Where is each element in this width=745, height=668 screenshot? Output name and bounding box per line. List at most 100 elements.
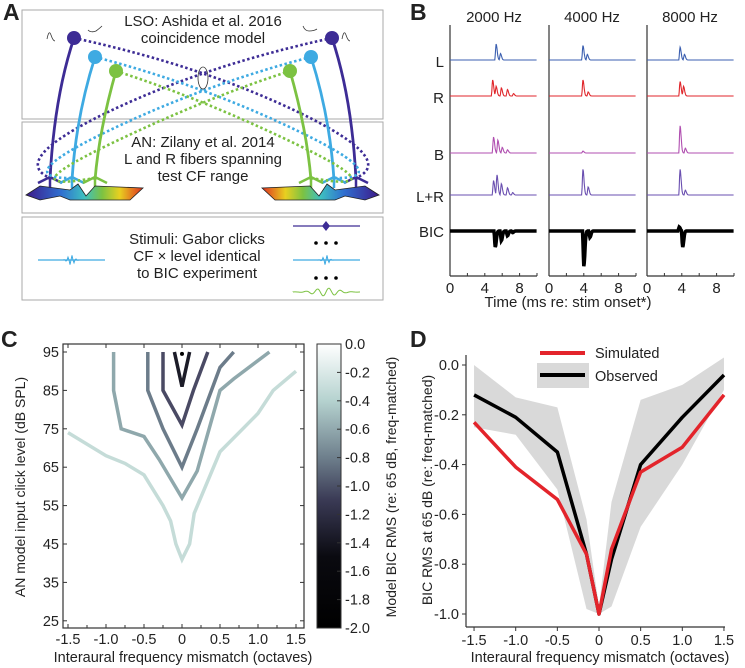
trace-b-4000hz: [549, 150, 636, 154]
trace-r-2000hz: [450, 79, 537, 97]
trace-b-2000hz: [450, 136, 537, 155]
soma-green-left: [109, 64, 123, 78]
x-tick-label: 4: [678, 280, 686, 297]
ellipsis-dot: [334, 276, 338, 280]
y-tick-label: -1.0: [434, 607, 459, 623]
x-tick-label: 1.0: [248, 632, 268, 648]
y-tick-label: 0.0: [439, 358, 459, 374]
axon-cyan-left: [70, 56, 97, 181]
column-title-8000: 8000 Hz: [662, 9, 718, 26]
x-tick-label: 8: [614, 280, 622, 297]
y-tick-label: 95: [43, 345, 59, 361]
panel-label-c: C: [1, 326, 18, 352]
trace-lr-2000hz: [450, 174, 537, 197]
x-tick-label: 1.5: [714, 633, 734, 649]
x-tick-label: -1.0: [503, 633, 528, 649]
panel-label-d: D: [410, 326, 427, 352]
ellipsis-dot: [324, 276, 328, 280]
panel-c-xlabel: Interaural frequency mismatch (octaves): [54, 650, 313, 666]
lso-subtitle: coincidence model: [141, 30, 265, 47]
basilar-membrane-left: [25, 183, 144, 201]
trace-bic-8000hz: [647, 224, 734, 248]
trace-lr-8000hz: [647, 169, 734, 196]
observed-confidence-band: [474, 357, 724, 614]
row-label-bic: BIC: [419, 224, 444, 241]
row-label-lr: L+R: [416, 189, 444, 206]
colorbar-tick-label: -0.4: [345, 394, 370, 410]
x-tick-label: 8: [712, 280, 720, 297]
axon-purple-right: [330, 37, 358, 181]
colorbar-label: Model BIC RMS (re: 65 dB, freq-matched): [383, 357, 399, 618]
y-tick-label: 55: [43, 499, 59, 515]
y-tick-label: 35: [43, 575, 59, 591]
contour-line: [67, 369, 298, 564]
crossing-fiber-cyan-right: [45, 55, 312, 180]
stimuli-title: Stimuli: Gabor clicks: [129, 231, 265, 248]
trace-l-2000hz: [450, 43, 537, 61]
crossing-fiber-cyan-left: [94, 55, 361, 180]
y-tick-label: -0.8: [434, 557, 459, 573]
an-box: [21, 121, 384, 214]
row-label-b: B: [434, 147, 444, 164]
x-tick-label: 0: [446, 280, 454, 297]
panel-c-ylabel: AN model input click level (dB SPL): [12, 377, 28, 597]
legend-observed-label: Observed: [595, 369, 658, 385]
an-line-2: L and R fibers spanning: [124, 151, 282, 168]
colorbar-tick-label: -2.0: [345, 621, 370, 637]
basilar-membrane-right: [261, 183, 380, 201]
y-tick-label: 25: [43, 614, 59, 630]
y-tick-label: -0.2: [434, 408, 459, 424]
x-tick-label: 0: [643, 280, 651, 297]
panel-label-b: B: [410, 0, 427, 25]
soma-purple-right: [325, 31, 339, 45]
x-tick-label: 1.0: [672, 633, 692, 649]
row-label-r: R: [433, 90, 444, 107]
x-tick-label: 4: [481, 280, 489, 297]
x-tick-label: 0: [545, 280, 553, 297]
x-tick-label: -1.5: [462, 633, 487, 649]
y-tick-label: 45: [43, 537, 59, 553]
stimuli-line-2: CF × level identical: [133, 248, 260, 265]
y-tick-label: 65: [43, 460, 59, 476]
panel-c-contour: -1.5 -1.0 -0.5 0 0.5 1.0 1.5 25 35 45 55 65 75 85 95 0…: [12, 337, 399, 666]
axon-green-right: [288, 70, 313, 181]
trace-bic-4000hz: [549, 229, 636, 267]
inhibition-icon-left: [87, 25, 103, 33]
colorbar-tick-label: -1.0: [345, 479, 370, 495]
gabor-click-icon-high: [322, 221, 330, 231]
y-tick-label: 75: [43, 422, 59, 438]
gabor-click-icon-left: [61, 255, 81, 265]
x-tick-label: 0.5: [210, 632, 230, 648]
spike-icon-left: [46, 32, 56, 42]
column-title-2000: 2000 Hz: [466, 9, 522, 26]
lso-title: LSO: Ashida et al. 2016: [124, 13, 282, 30]
colorbar-tick-label: 0.0: [345, 337, 365, 353]
axon-green-left: [93, 70, 118, 181]
gabor-click-icon-low: [292, 287, 361, 297]
column-title-4000: 4000 Hz: [564, 9, 620, 26]
colorbar-tick-label: -1.4: [345, 536, 370, 552]
legend-simulated-label: Simulated: [595, 346, 659, 362]
x-tick-label: 0: [595, 633, 603, 649]
contour-line: [111, 350, 271, 502]
trace-bic-2000hz: [450, 229, 537, 248]
axon-cyan-right: [309, 56, 336, 181]
panel-d-line-chart: -1.5 -1.0 -0.5 0 0.5 1.0 1.50.0-0.2-0.4-0.6-0.…: [419, 346, 734, 666]
trace-r-8000hz: [647, 81, 734, 97]
coincidence-ellipse: [197, 66, 209, 90]
panel-d-xlabel: Interaural frequency mismatch (octaves): [471, 650, 730, 666]
x-tick-label: 8: [515, 280, 523, 297]
trace-lr-4000hz: [549, 169, 636, 196]
y-tick-label: -0.4: [434, 458, 459, 474]
lso-box: [21, 9, 384, 120]
y-tick-label: 85: [43, 383, 59, 399]
colorbar-tick-label: -1.2: [345, 507, 370, 523]
soma-purple-left: [67, 31, 81, 45]
trace-l-8000hz: [647, 45, 734, 61]
stimuli-box: [21, 216, 384, 301]
x-tick-label: 0: [178, 632, 186, 648]
colorbar-tick-label: -0.8: [345, 451, 370, 467]
x-tick-label: -0.5: [545, 633, 570, 649]
panel-b-waveforms: 2000 Hz 4000 Hz 8000 Hz L R B L+R BIC 0 4…: [416, 9, 735, 311]
